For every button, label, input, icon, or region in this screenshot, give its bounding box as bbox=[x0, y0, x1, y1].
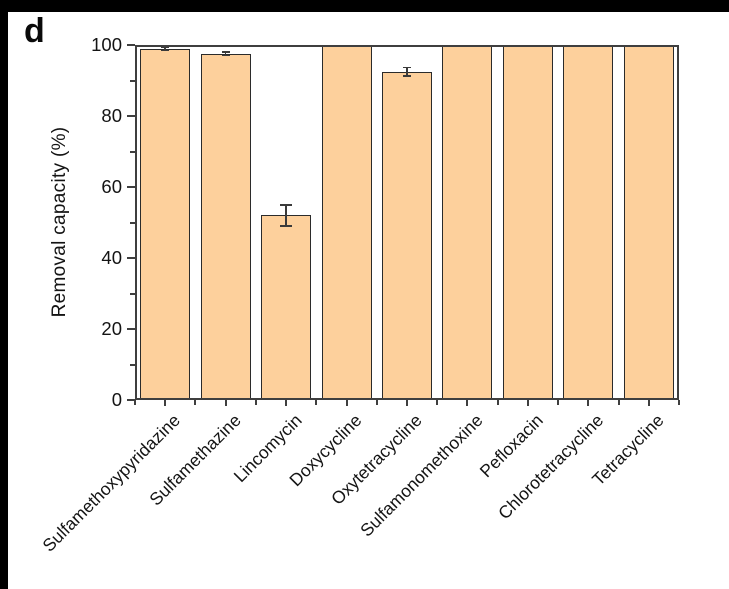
error-bar-cap-bottom bbox=[221, 54, 230, 57]
y-major-tick bbox=[127, 399, 135, 401]
error-bar-whisker bbox=[406, 67, 408, 76]
x-category-label-sulfamonomethoxine: Sulfamonomethoxine bbox=[356, 410, 487, 541]
left-black-band bbox=[0, 0, 8, 589]
x-minor-tick bbox=[254, 400, 257, 405]
x-minor-tick bbox=[436, 400, 439, 405]
y-tick-label: 100 bbox=[91, 34, 122, 55]
x-minor-tick bbox=[678, 400, 680, 405]
x-minor-tick bbox=[194, 400, 197, 405]
x-major-tick bbox=[285, 400, 288, 406]
error-bar-cap-top bbox=[403, 66, 411, 69]
y-minor-tick bbox=[130, 221, 135, 224]
y-tick-label: 20 bbox=[101, 318, 122, 339]
error-bar-whisker bbox=[224, 52, 227, 56]
bar-doxycycline bbox=[321, 45, 372, 400]
bar-sulfamethazine bbox=[200, 53, 251, 400]
y-major-tick bbox=[127, 328, 135, 330]
error-bar-cap-top bbox=[280, 204, 293, 206]
y-tick-label: 40 bbox=[101, 247, 122, 268]
y-major-tick bbox=[127, 186, 135, 188]
error-bar-whisker bbox=[164, 46, 166, 51]
y-tick-label: 0 bbox=[111, 389, 122, 410]
error-bar-cap-bottom bbox=[280, 225, 293, 227]
y-minor-tick bbox=[130, 292, 135, 295]
x-minor-tick bbox=[557, 400, 560, 405]
y-tick-label: 60 bbox=[101, 176, 122, 197]
x-minor-tick bbox=[315, 400, 318, 405]
error-bar-cap-bottom bbox=[403, 75, 411, 77]
error-bar-cap-top bbox=[221, 51, 230, 53]
x-category-label-chlorotetracycline: Chlorotetracycline bbox=[494, 410, 608, 524]
bar-sulfamethoxypyridazine bbox=[140, 48, 191, 400]
bar-oxytetracycline bbox=[382, 71, 432, 400]
x-major-tick bbox=[526, 400, 529, 406]
x-minor-tick bbox=[375, 400, 378, 405]
y-minor-tick bbox=[130, 79, 135, 82]
bar-tetracycline bbox=[623, 45, 674, 400]
y-minor-tick bbox=[130, 150, 135, 153]
bar-chlorotetracycline bbox=[563, 45, 614, 400]
bar-pefloxacin bbox=[502, 45, 553, 400]
y-minor-tick bbox=[130, 363, 135, 366]
panel-letter-label: d bbox=[24, 12, 45, 50]
y-major-tick bbox=[127, 115, 135, 117]
x-major-tick bbox=[587, 400, 590, 406]
bar-sulfamonomethoxine bbox=[442, 45, 493, 400]
y-tick-label: 80 bbox=[101, 105, 122, 126]
x-minor-tick bbox=[496, 400, 499, 405]
x-minor-tick bbox=[617, 400, 620, 405]
error-bar-cap-top bbox=[161, 46, 170, 48]
x-major-tick bbox=[466, 400, 469, 406]
top-black-band bbox=[0, 0, 729, 12]
x-major-tick bbox=[345, 400, 348, 406]
x-minor-tick bbox=[134, 400, 136, 405]
error-bar-cap-bottom bbox=[161, 49, 170, 52]
bar-lincomycin bbox=[261, 215, 312, 400]
x-major-tick bbox=[224, 400, 227, 406]
x-major-tick bbox=[164, 400, 167, 406]
y-axis-title: Removal capacity (%) bbox=[49, 126, 70, 318]
y-major-tick bbox=[127, 44, 135, 46]
y-major-tick bbox=[127, 257, 135, 259]
x-major-tick bbox=[406, 400, 408, 406]
error-bar-whisker bbox=[285, 204, 287, 227]
x-major-tick bbox=[647, 400, 650, 406]
